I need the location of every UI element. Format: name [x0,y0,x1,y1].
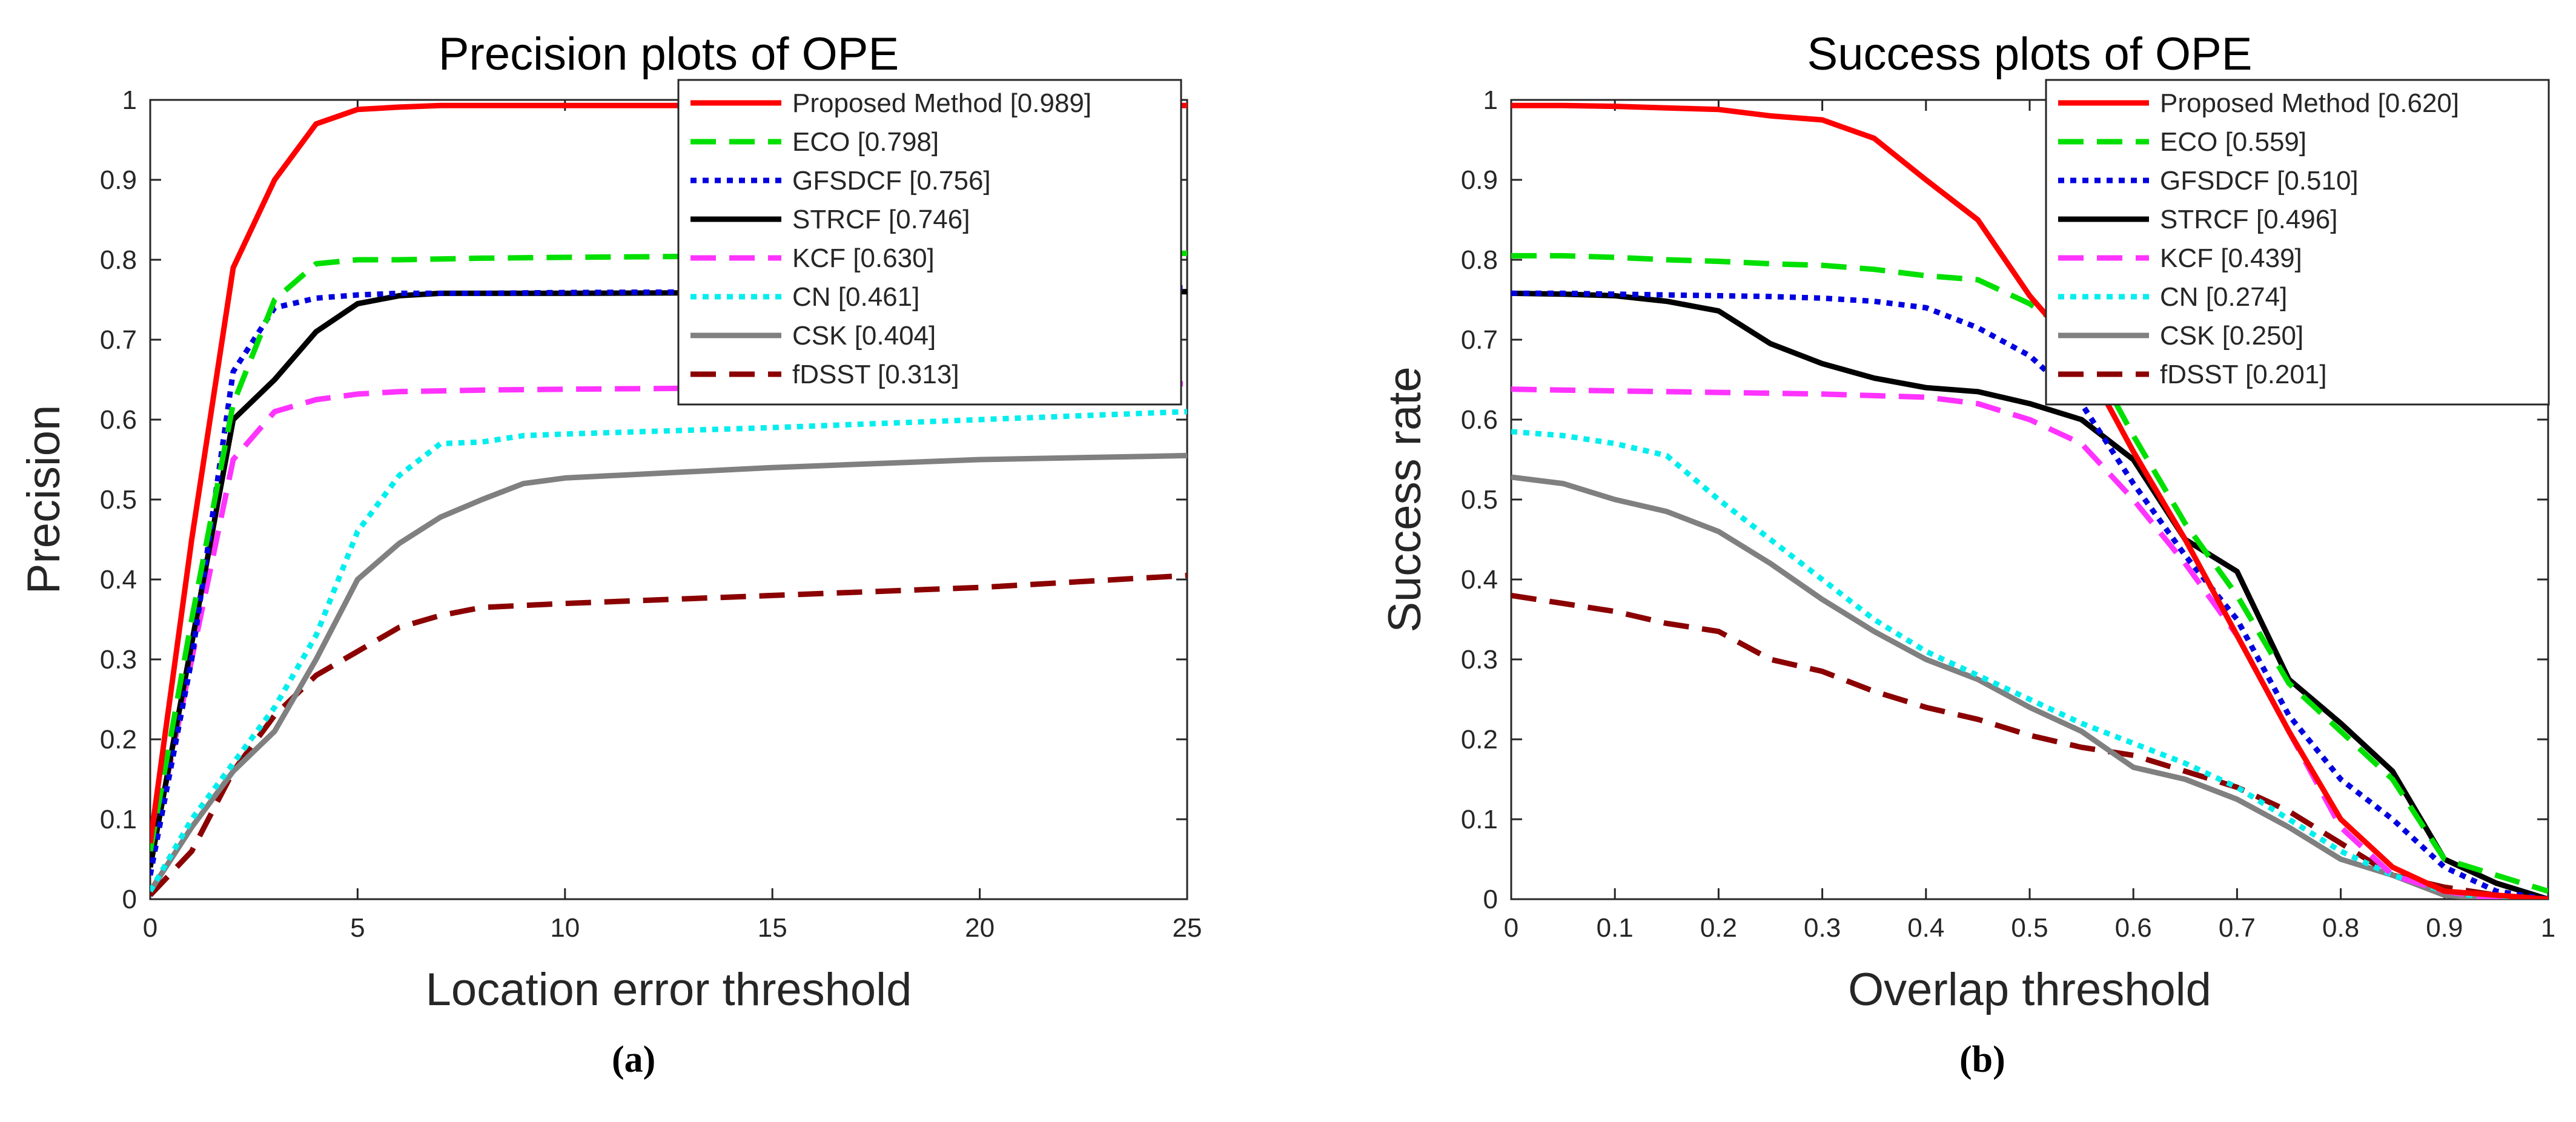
y-tick-label: 0.6 [1461,405,1498,435]
x-tick-label: 0.1 [1597,913,1634,943]
y-tick-label: 0.1 [100,805,137,834]
chart-title: Success plots of OPE [1807,28,2253,80]
y-tick-label: 0 [1483,885,1498,914]
x-tick-label: 0.3 [1804,913,1841,943]
x-tick-label: 20 [965,913,995,943]
legend-entry-kcf: KCF [0.439] [2160,243,2302,273]
panel-label-b: (b) [1959,1039,2005,1080]
series-line-cn [1511,429,2548,899]
legend-entry-kcf: KCF [0.630] [792,243,935,273]
legend-entry-fdsst: fDSST [0.313] [792,360,959,389]
y-tick-label: 0.1 [1461,805,1498,834]
series-line-proposed [1511,102,2548,899]
legend-entry-gfsdcf: GFSDCF [0.510] [2160,166,2359,196]
series-group [1511,102,2548,899]
y-tick-label: 0.9 [100,165,137,195]
x-axis-label: Overlap threshold [1848,964,2211,1015]
x-tick-label: 10 [550,913,580,943]
legend-entry-csk: CSK [0.404] [792,321,936,351]
series-line-kcf [150,381,1187,860]
x-tick-label: 0.8 [2322,913,2359,943]
legend-entry-fdsst: fDSST [0.201] [2160,360,2327,389]
y-axis-label: Success rate [1379,366,1431,632]
x-tick-label: 0.9 [2426,913,2463,943]
chart-b: Success plots of OPE Overlap threshold Suc… [1379,28,2555,1015]
y-tick-label: 0.8 [1461,245,1498,275]
y-tick-label: 1 [122,85,137,115]
legend: Proposed Method [0.620] ECO [0.559] GFSDCF… [2045,79,2550,406]
panel-label-a: (a) [612,1039,656,1080]
legend-entry-proposed: Proposed Method [0.620] [2160,88,2459,118]
x-tick-label: 0.4 [1907,913,1944,943]
y-axis-label: Precision [18,405,70,595]
legend-box [677,79,1182,406]
x-tick-label: 0.2 [1700,913,1737,943]
series-line-csk [150,452,1187,893]
y-tick-label: 0.5 [1461,485,1498,515]
legend-entry-gfsdcf: GFSDCF [0.756] [792,166,991,196]
x-tick-label: 0 [1504,913,1518,943]
legend-box [2045,79,2550,406]
series-line-strcf [1511,290,2548,899]
y-tick-label: 0.2 [100,725,137,754]
y-tick-label: 0.4 [1461,565,1498,595]
legend-entry-cn: CN [0.461] [792,282,919,312]
x-tick-label: 0.5 [2011,913,2048,943]
x-tick-label: 0.7 [2219,913,2256,943]
x-tick-label: 5 [350,913,365,943]
legend: Proposed Method [0.989] ECO [0.798] GFSDCF… [677,79,1182,406]
series-line-cn [150,409,1187,893]
series-line-gfsdcf [1511,290,2548,899]
x-tick-label: 1 [2541,913,2555,943]
series-line-eco [1511,252,2548,894]
y-tick-label: 0.7 [100,325,137,355]
y-tick-label: 0.7 [1461,325,1498,355]
y-tick-label: 1 [1483,85,1498,115]
y-tick-label: 0 [122,885,137,914]
legend-entry-proposed: Proposed Method [0.989] [792,88,1091,118]
x-tick-label: 15 [758,913,787,943]
x-tick-label: 25 [1173,913,1202,943]
y-tick-label: 0.6 [100,405,137,435]
legend-entry-csk: CSK [0.250] [2160,321,2303,351]
series-line-kcf [1511,386,2548,899]
y-tick-label: 0.8 [100,245,137,275]
y-tick-label: 0.2 [1461,725,1498,754]
series-line-fdsst [150,572,1187,897]
legend-entry-strcf: STRCF [0.496] [2160,205,2337,234]
y-tick-label: 0.3 [100,645,137,675]
x-axis-label: Location error threshold [426,964,912,1015]
x-tick-label: 0.6 [2115,913,2152,943]
chart-title: Precision plots of OPE [439,28,899,80]
y-tick-label: 0.5 [100,485,137,515]
y-tick-label: 0.9 [1461,165,1498,195]
y-tick-label: 0.4 [100,565,137,595]
x-tick-label: 0 [143,913,157,943]
legend-entry-eco: ECO [0.798] [792,127,939,157]
chart-a: Precision plots of OPE Location error thr… [18,28,1202,1015]
legend-entry-cn: CN [0.274] [2160,282,2287,312]
legend-entry-eco: ECO [0.559] [2160,127,2306,157]
legend-entry-strcf: STRCF [0.746] [792,205,970,234]
y-tick-label: 0.3 [1461,645,1498,675]
